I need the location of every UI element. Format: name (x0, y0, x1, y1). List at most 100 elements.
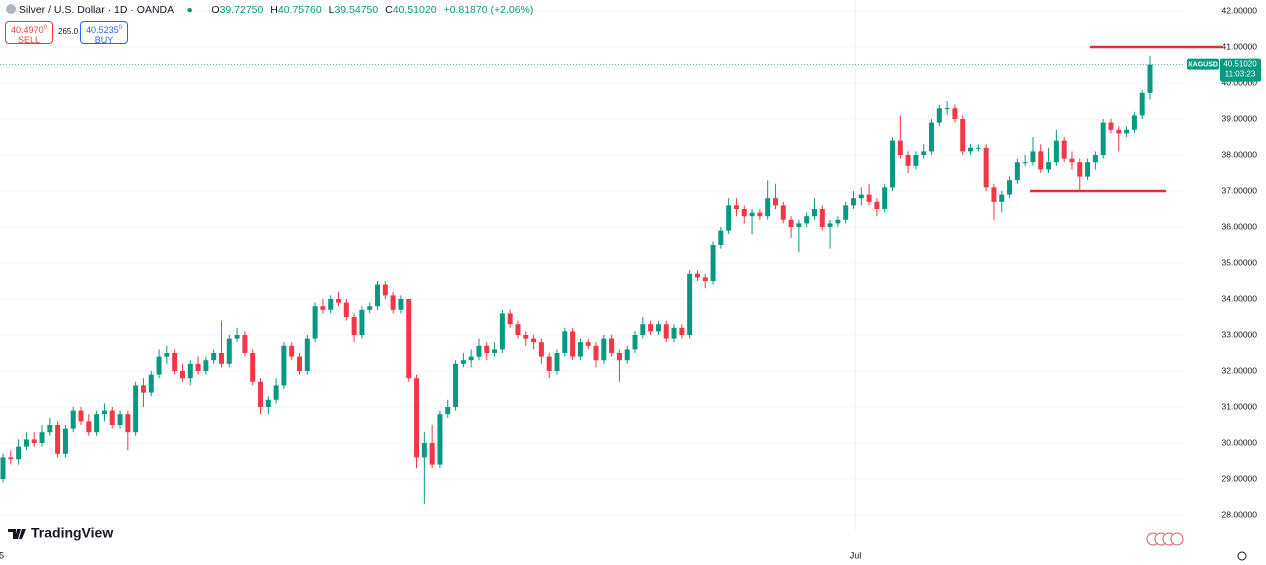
candle-body (460, 360, 466, 364)
buy-price: 40.5235 (86, 25, 119, 35)
logo-text: TradingView (31, 525, 113, 541)
candle-body (117, 414, 123, 425)
candle-body (663, 324, 669, 339)
candle-body (616, 353, 622, 361)
candle-body (265, 399, 271, 407)
sell-button[interactable]: 40.49700 SELL (5, 21, 53, 45)
candle-body (640, 324, 646, 335)
candle-body (1038, 151, 1044, 170)
y-tick-label: 36.00000 (1222, 221, 1258, 231)
candle-body (882, 187, 888, 209)
candle-body (297, 356, 303, 371)
candle-body (577, 342, 583, 357)
candle-body (164, 353, 170, 357)
ohlc-value: 40.75760 (277, 4, 322, 16)
candle-body (1022, 162, 1028, 164)
y-tick-label: 31.00000 (1222, 401, 1258, 411)
candle-body (1077, 162, 1083, 177)
candle-body (772, 198, 778, 206)
candle-body (749, 212, 755, 217)
candle-body (718, 230, 724, 245)
candle-body (226, 338, 232, 364)
y-tick-label: 38.00000 (1222, 149, 1258, 159)
settings-icon[interactable] (1237, 551, 1247, 561)
candle-body (39, 432, 45, 443)
candle-body (585, 342, 591, 346)
candle-body (913, 155, 919, 166)
candle-body (468, 356, 474, 361)
candle-body (398, 299, 404, 310)
candle-body (484, 345, 490, 353)
candle-body (55, 425, 61, 454)
candle-body (242, 335, 248, 353)
candle-body (936, 108, 942, 123)
candle-body (273, 385, 279, 400)
candle-body (796, 223, 802, 227)
candle-body (632, 335, 638, 350)
candle-body (905, 155, 911, 166)
candle-body (78, 410, 84, 422)
ohlc-key: H (270, 4, 278, 16)
candle-body (710, 245, 716, 281)
candle-body (1108, 122, 1114, 130)
y-tick-label: 29.00000 (1222, 473, 1258, 483)
status-dot: ● (186, 4, 193, 16)
y-tick-label: 41.00000 (1222, 41, 1258, 51)
y-tick-label: 42.00000 (1222, 5, 1258, 15)
candle-body (1100, 122, 1106, 155)
candle-body (445, 407, 451, 415)
header: Silver / U.S. Dollar · 1D · OANDA ● O39.… (6, 4, 537, 16)
candle-body (1007, 180, 1013, 195)
candle-body (975, 147, 981, 149)
candle-body (406, 299, 412, 379)
candle-body (367, 306, 373, 310)
candle-body (281, 345, 287, 386)
symbol-tag (1187, 58, 1219, 70)
candle-body (179, 371, 185, 379)
y-tick-label: 39.00000 (1222, 113, 1258, 123)
candle-body (1139, 92, 1145, 116)
candle-body (1069, 158, 1075, 163)
candle-body (874, 201, 880, 209)
candle-body (648, 324, 654, 332)
symbol-label: XAGUSD (1188, 61, 1218, 68)
candle-body (835, 219, 841, 224)
candle-body (952, 108, 958, 119)
candle-body (62, 428, 68, 454)
candle-body (257, 381, 263, 407)
candle-body (1030, 151, 1036, 163)
candle-body (757, 212, 763, 217)
symbol-icon (6, 4, 16, 14)
candle-body (250, 353, 256, 382)
candle-body (234, 335, 240, 339)
candle-body (702, 277, 708, 281)
candle-body (320, 306, 326, 310)
candle-body (671, 327, 677, 339)
y-tick-label: 40.00000 (1222, 77, 1258, 87)
symbol-title: Silver / U.S. Dollar · 1D · OANDA (18, 4, 174, 16)
candle-body (804, 216, 810, 224)
candle-body (983, 147, 989, 188)
sell-price: 40.4970 (11, 25, 44, 35)
candle-body (312, 306, 318, 339)
candle-body (726, 205, 732, 231)
sell-label: SELL (17, 35, 41, 45)
candle-body (31, 439, 37, 443)
candle-body (944, 108, 950, 110)
candle-body (499, 313, 505, 350)
candle-body (601, 338, 607, 361)
candle-body (94, 414, 100, 433)
y-tick-label: 33.00000 (1222, 329, 1258, 339)
candle-body (23, 439, 29, 447)
candle-body (336, 299, 342, 303)
candle-body (351, 317, 357, 335)
sell-pip: 0 (43, 25, 47, 31)
y-tick-label: 37.00000 (1222, 185, 1258, 195)
buy-button[interactable]: 40.52350 BUY (80, 21, 128, 45)
candle-body (991, 187, 997, 202)
ohlc-key: L (328, 4, 335, 16)
candle-body (655, 324, 661, 332)
ohlc-key: O (211, 4, 220, 16)
candle-body (343, 302, 349, 317)
